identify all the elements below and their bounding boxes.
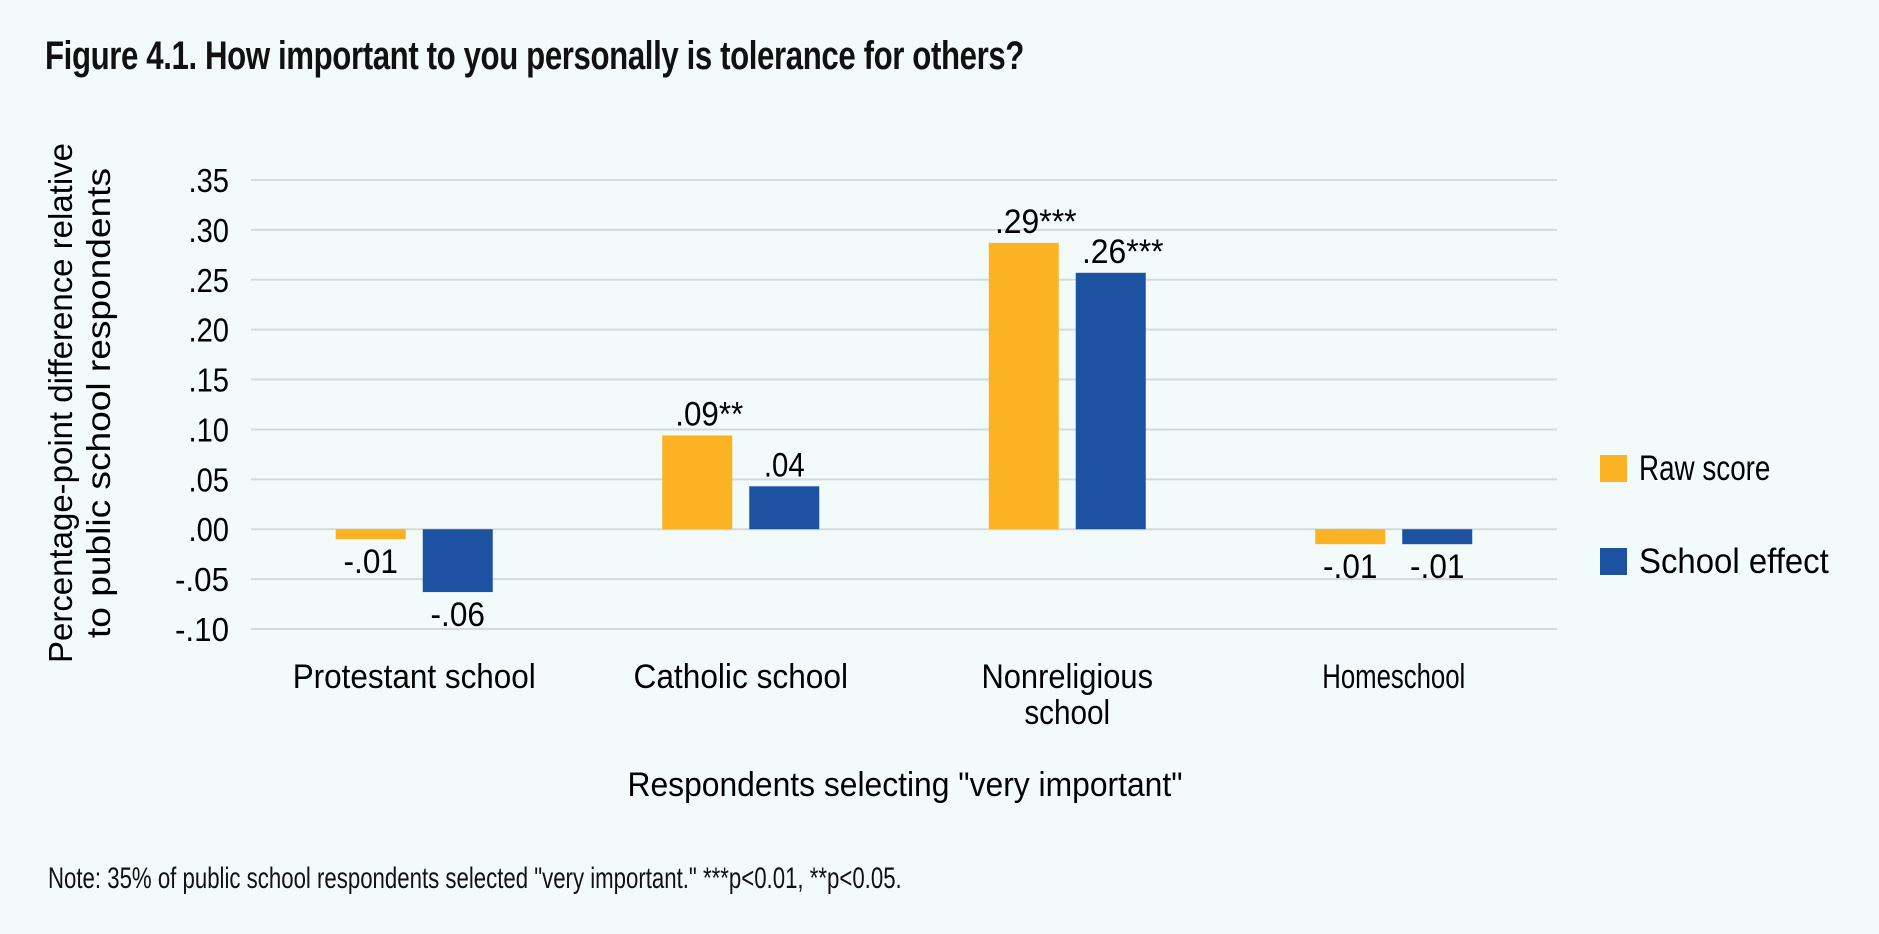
bars xyxy=(335,242,1473,593)
y-axis-title-line: to public school respondents xyxy=(80,168,117,638)
bar-school-effect xyxy=(1075,272,1146,530)
y-tick-label: .10 xyxy=(189,411,230,448)
data-labels: -.01 -.06 .09** .04 .29***.26*** -.01 -.01 xyxy=(344,203,1465,634)
y-tick-label: .30 xyxy=(189,212,230,249)
legend-swatch-raw-score xyxy=(1600,455,1627,482)
bar-raw-score xyxy=(988,242,1059,530)
y-axis-ticks: .35 .30 .25 .20 .15 .10 .05 .00 -.05 -.10 xyxy=(175,162,229,648)
data-label: .26*** xyxy=(1082,233,1164,271)
legend: Raw score School effect xyxy=(1600,449,1829,581)
chart-note: Note: 35% of public school respondents s… xyxy=(48,862,902,895)
x-axis-categories: Protestant school Catholic school Nonrelig… xyxy=(293,658,1466,732)
y-tick-label: .15 xyxy=(189,362,230,399)
legend-swatch-school-effect xyxy=(1600,548,1627,575)
x-category-label: Catholic school xyxy=(634,658,849,696)
y-tick-label: .05 xyxy=(189,461,230,498)
y-tick-label: -.10 xyxy=(175,611,229,648)
y-tick-label: .00 xyxy=(189,511,230,548)
data-label: .29*** xyxy=(995,203,1077,241)
x-category-label: Nonreligious xyxy=(981,658,1153,696)
bar-school-effect xyxy=(1402,529,1473,545)
data-label: -.06 xyxy=(431,596,485,634)
x-axis-title: Respondents selecting "very important" xyxy=(628,766,1183,804)
data-label: -.01 xyxy=(344,543,398,581)
y-axis-title: Percentage-point difference relative to p… xyxy=(42,143,117,663)
x-category-label: Protestant school xyxy=(293,658,536,696)
bar-school-effect xyxy=(422,529,493,593)
x-category-label: Homeschool xyxy=(1322,658,1465,696)
y-tick-label: .20 xyxy=(189,312,230,349)
chart-title: Figure 4.1. How important to you persona… xyxy=(45,34,1024,78)
bar-school-effect xyxy=(749,486,820,530)
data-label: -.01 xyxy=(1323,548,1377,586)
x-category-label: school xyxy=(1024,694,1110,732)
data-label: -.01 xyxy=(1410,548,1464,586)
bar-raw-score xyxy=(662,435,733,530)
data-label: .09** xyxy=(675,395,743,433)
y-tick-label: .25 xyxy=(189,262,230,299)
y-axis-title-line: Percentage-point difference relative xyxy=(42,143,79,663)
y-tick-label: .35 xyxy=(189,162,230,199)
bar-raw-score xyxy=(1315,529,1386,545)
y-tick-label: -.05 xyxy=(175,561,229,598)
legend-label: School effect xyxy=(1639,542,1829,581)
legend-label: Raw score xyxy=(1639,449,1770,488)
bar-raw-score xyxy=(335,529,406,540)
data-label: .04 xyxy=(764,446,805,484)
